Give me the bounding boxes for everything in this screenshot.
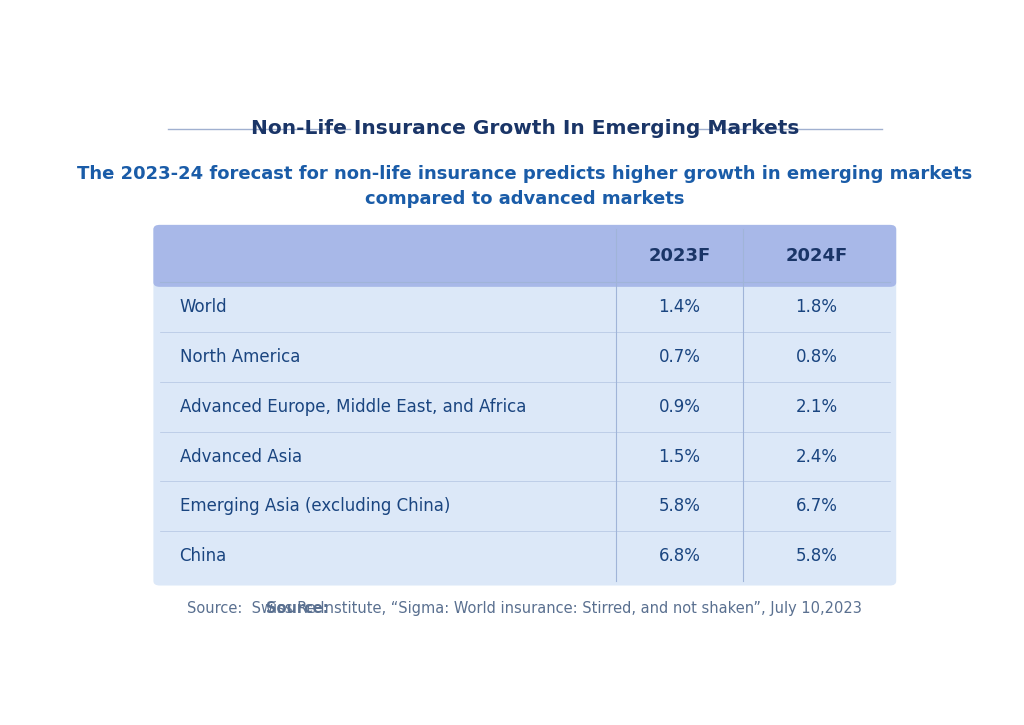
Text: 2023F: 2023F	[648, 247, 711, 265]
Text: 6.8%: 6.8%	[658, 547, 700, 566]
Text: The 2023-24 forecast for non-life insurance predicts higher growth in emerging m: The 2023-24 forecast for non-life insura…	[77, 165, 973, 183]
Text: 5.8%: 5.8%	[796, 547, 838, 566]
Text: 0.9%: 0.9%	[658, 398, 700, 416]
Text: Source:: Source:	[128, 633, 190, 648]
Text: 0.7%: 0.7%	[658, 348, 700, 366]
Text: 2024F: 2024F	[785, 247, 848, 265]
Text: China: China	[179, 547, 227, 566]
FancyBboxPatch shape	[154, 225, 896, 586]
Text: Advanced Europe, Middle East, and Africa: Advanced Europe, Middle East, and Africa	[179, 398, 526, 416]
Text: 6.7%: 6.7%	[796, 497, 838, 515]
Text: 1.5%: 1.5%	[658, 447, 700, 465]
Text: 1.4%: 1.4%	[658, 298, 700, 316]
Text: Source:  Swiss Re Institute, “Sigma: World insurance: Stirred, and not shaken”, : Source: Swiss Re Institute, “Sigma: Worl…	[187, 602, 862, 616]
Text: Emerging Asia (excluding China): Emerging Asia (excluding China)	[179, 497, 450, 515]
Text: 5.8%: 5.8%	[658, 497, 700, 515]
Text: Advanced Asia: Advanced Asia	[179, 447, 302, 465]
FancyBboxPatch shape	[160, 274, 890, 283]
Text: Source:: Source:	[266, 602, 329, 616]
Text: 0.8%: 0.8%	[796, 348, 838, 366]
Text: Source:  Swiss Re Institute, “Sigma: World insurance: Stirred, and not shaken”, : Source: Swiss Re Institute, “Sigma: Worl…	[187, 602, 862, 616]
FancyBboxPatch shape	[154, 225, 896, 287]
Text: 1.8%: 1.8%	[796, 298, 838, 316]
Text: compared to advanced markets: compared to advanced markets	[365, 190, 685, 207]
Text: World: World	[179, 298, 227, 316]
Text: North America: North America	[179, 348, 300, 366]
Text: Non-Life Insurance Growth In Emerging Markets: Non-Life Insurance Growth In Emerging Ma…	[251, 120, 799, 138]
Text: 2.1%: 2.1%	[796, 398, 838, 416]
Text: 2.4%: 2.4%	[796, 447, 838, 465]
